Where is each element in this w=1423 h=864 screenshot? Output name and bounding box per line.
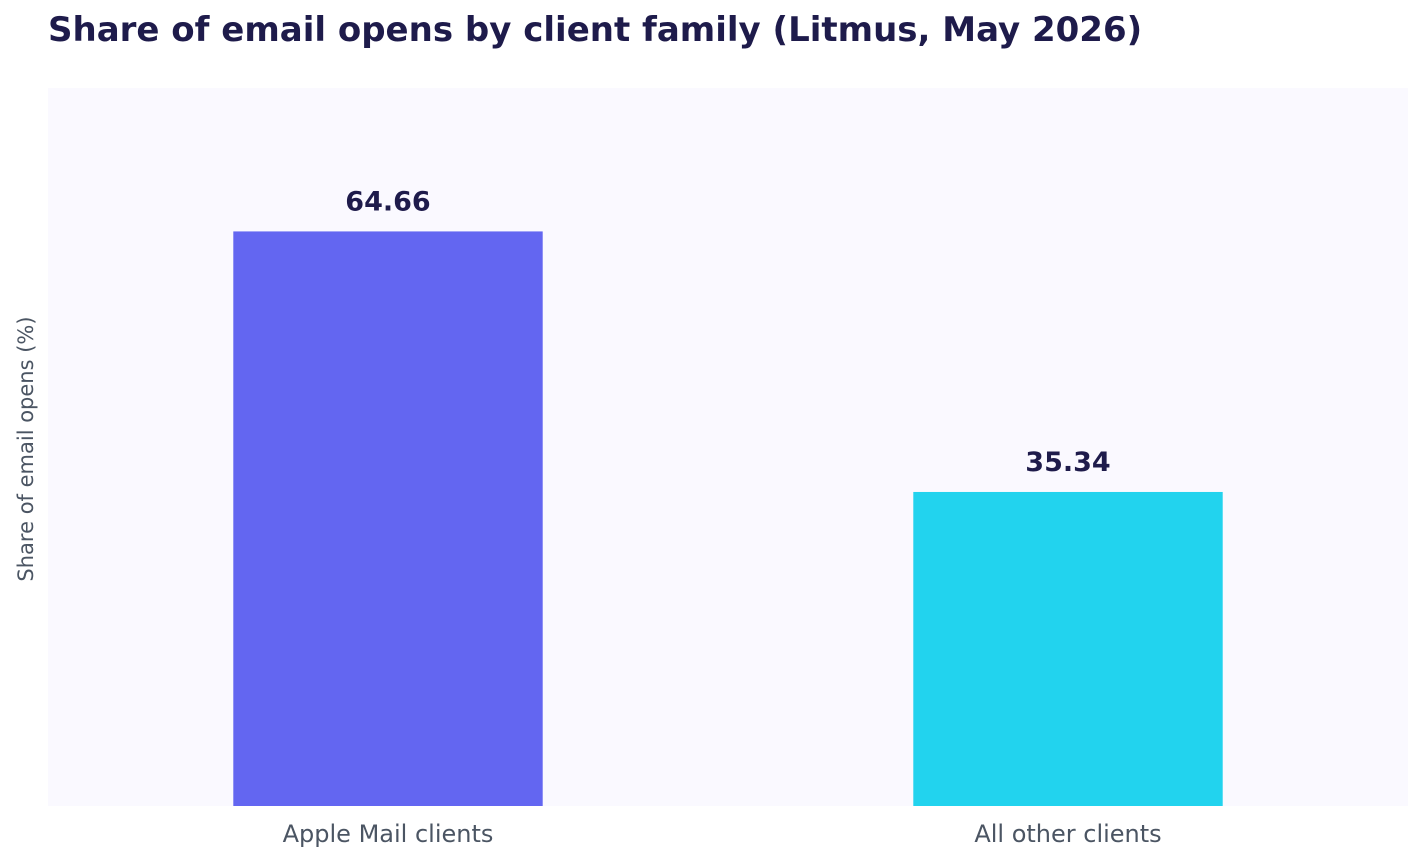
bar-value-label-0: 64.66: [345, 186, 430, 217]
bar-0: [233, 231, 543, 807]
chart-title: Share of email opens by client family (L…: [48, 10, 1143, 50]
labels-layer: 64.66 Apple Mail clients 35.34 All other cl…: [283, 186, 1162, 848]
x-tick-label-0: Apple Mail clients: [283, 820, 494, 848]
bars-layer: [233, 231, 1223, 807]
x-tick-label-1: All other clients: [974, 820, 1161, 848]
bar-1: [913, 491, 1223, 806]
bar-value-label-1: 35.34: [1025, 447, 1110, 478]
y-axis-label: Share of email opens (%): [14, 316, 38, 581]
